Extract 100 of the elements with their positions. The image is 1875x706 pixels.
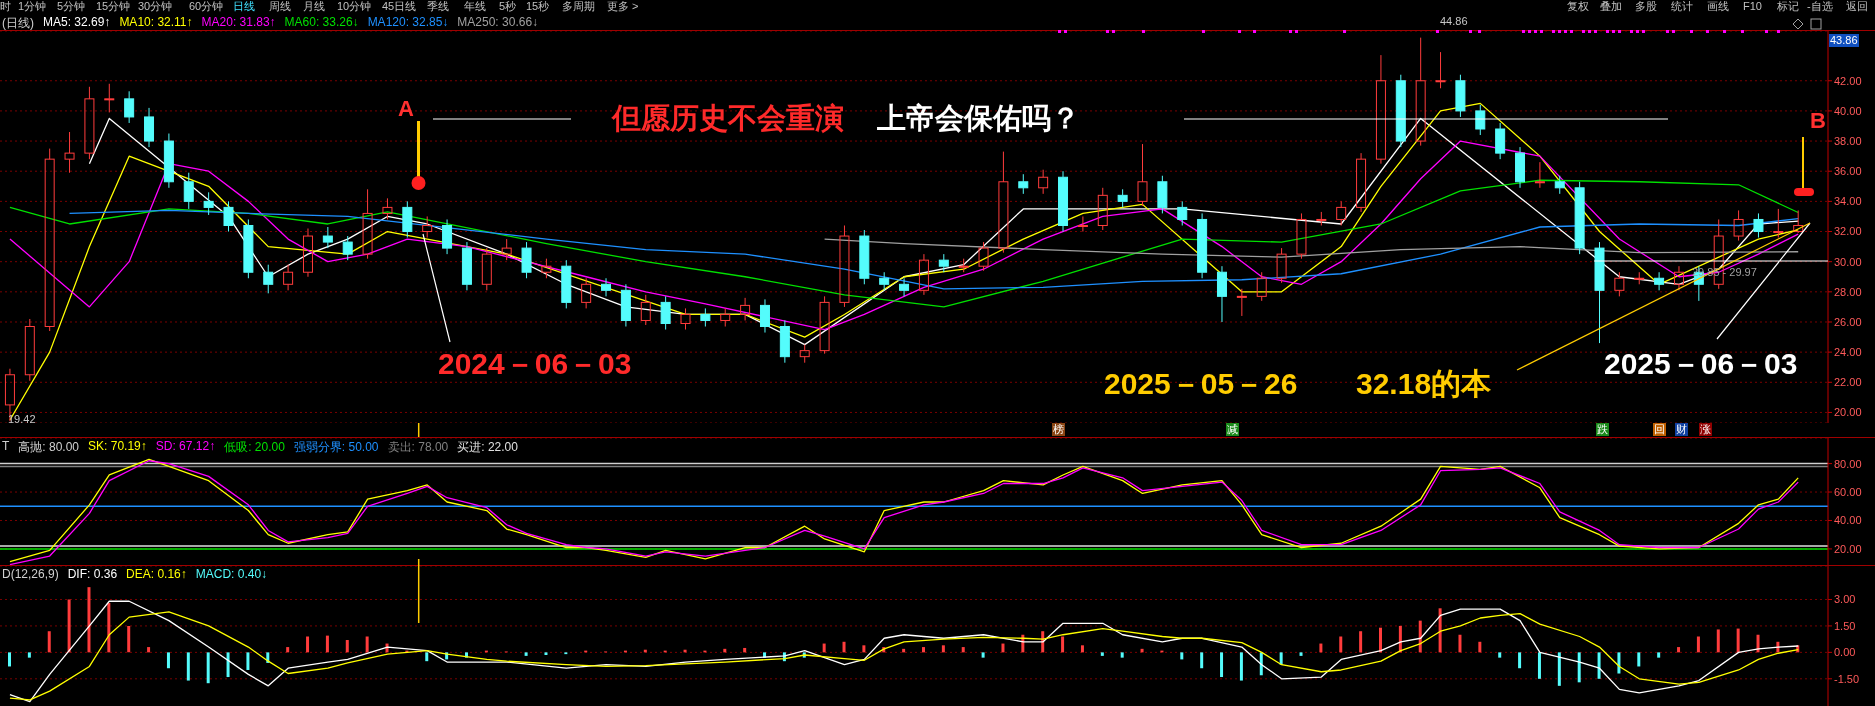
text: 15分钟 xyxy=(96,0,131,13)
bar xyxy=(1478,641,1482,653)
chart-title: D(12,26,9) xyxy=(2,567,59,581)
y-tick-label: 30.00 xyxy=(1834,255,1862,268)
bar xyxy=(147,647,151,653)
bar xyxy=(1498,652,1502,658)
bar xyxy=(1637,652,1641,667)
y-tick-label: 40.00 xyxy=(1834,514,1862,527)
bar xyxy=(47,631,51,653)
candlestick xyxy=(1197,212,1208,279)
bar xyxy=(1398,625,1402,653)
bar xyxy=(306,636,310,653)
y-tick-label: 38.00 xyxy=(1834,134,1862,147)
bar xyxy=(922,647,925,653)
y-tick-label: 32.00 xyxy=(1834,225,1862,238)
annotation: 卖出: 78.00 xyxy=(387,439,449,456)
text: MACD: 0.40↓ xyxy=(195,567,268,581)
annotation: 2025－05－26 xyxy=(1104,367,1298,402)
bar xyxy=(1220,652,1224,678)
annotation: 19.42 xyxy=(8,413,36,426)
text: 5秒 xyxy=(499,0,517,13)
y-tick-label: 36.00 xyxy=(1834,165,1862,178)
text: 统计 xyxy=(1671,0,1693,13)
bar xyxy=(1518,652,1522,669)
y-tick-label: 34.00 xyxy=(1834,195,1862,208)
text: -自选 xyxy=(1807,0,1833,13)
y-tick-label: 1.50 xyxy=(1834,619,1856,632)
text: 10分钟 xyxy=(337,0,372,13)
bar xyxy=(1239,652,1243,681)
bar xyxy=(1061,636,1065,653)
candlestick xyxy=(720,307,731,328)
bar xyxy=(1080,645,1084,653)
series-label: SD: 67.12↑ xyxy=(155,439,216,455)
annotation: 2025－06－03 xyxy=(1604,347,1798,382)
bar xyxy=(961,647,965,653)
text: 季线 xyxy=(427,0,449,13)
candlestick xyxy=(918,253,929,296)
annotation: 2024－06－03 xyxy=(438,347,632,382)
annotation: 高抛: 80.00 xyxy=(18,439,80,456)
text: 年线 xyxy=(464,0,486,13)
bar xyxy=(206,652,210,684)
candlestick xyxy=(620,283,631,328)
text: 多股 xyxy=(1635,0,1657,13)
candlestick xyxy=(442,218,453,255)
y-tick-label: 80.00 xyxy=(1834,457,1862,470)
bar xyxy=(1537,652,1541,679)
bar xyxy=(8,652,11,667)
candlestick xyxy=(660,295,671,331)
candlestick xyxy=(461,241,472,291)
candlestick xyxy=(163,133,174,189)
text: 叠加 xyxy=(1600,0,1622,13)
line-series xyxy=(823,238,1799,258)
bar xyxy=(1696,636,1700,653)
bar xyxy=(524,652,528,656)
candlestick xyxy=(402,200,413,239)
y-tick-label: 60.00 xyxy=(1834,485,1862,498)
bar xyxy=(286,647,290,653)
text: MA250: 30.66↓ xyxy=(457,15,539,31)
candlestick xyxy=(302,228,313,278)
text: 60分钟 xyxy=(189,0,224,13)
annotation: 32.18的本 xyxy=(1356,367,1492,402)
y-tick-label: 42.00 xyxy=(1834,74,1862,87)
bar xyxy=(107,603,111,653)
candlestick xyxy=(283,264,294,291)
bar xyxy=(246,652,250,670)
bar xyxy=(1736,628,1740,653)
text: MA20: 31.83↑ xyxy=(201,15,276,31)
chart-title: (日线) xyxy=(2,15,34,32)
bar xyxy=(1180,652,1184,660)
candlestick xyxy=(759,298,770,334)
line-series xyxy=(68,209,1799,290)
candlestick xyxy=(1077,215,1088,233)
bar xyxy=(365,636,369,653)
text: 43.86 xyxy=(1829,34,1859,47)
text: MA5: 32.69↑ xyxy=(43,15,111,31)
annotation: 榜 xyxy=(1052,423,1065,436)
candlestick xyxy=(1753,212,1764,239)
y-tick-label: 20.00 xyxy=(1834,406,1862,419)
candlestick xyxy=(899,277,910,297)
bar xyxy=(325,635,329,653)
bar xyxy=(544,652,548,656)
annotation: A xyxy=(398,96,414,122)
bar xyxy=(1458,634,1462,653)
bar xyxy=(1339,636,1343,653)
text: 30分钟 xyxy=(138,0,173,13)
bar xyxy=(127,625,131,653)
text: 44.86 xyxy=(1440,15,1468,28)
bar xyxy=(226,652,230,678)
candlestick xyxy=(64,131,75,174)
bar xyxy=(1557,652,1561,686)
series-label: SK: 70.19↑ xyxy=(88,439,147,455)
y-tick-label: 40.00 xyxy=(1834,104,1862,117)
bar xyxy=(1617,652,1621,674)
annotation: 29.85 - 29.97 xyxy=(1692,266,1757,279)
text: 画线 xyxy=(1707,0,1729,13)
text: 返回 xyxy=(1846,0,1868,13)
bar xyxy=(1677,647,1681,653)
bar xyxy=(981,652,985,658)
bar xyxy=(1657,652,1661,658)
annotation: 减 xyxy=(1226,423,1239,436)
